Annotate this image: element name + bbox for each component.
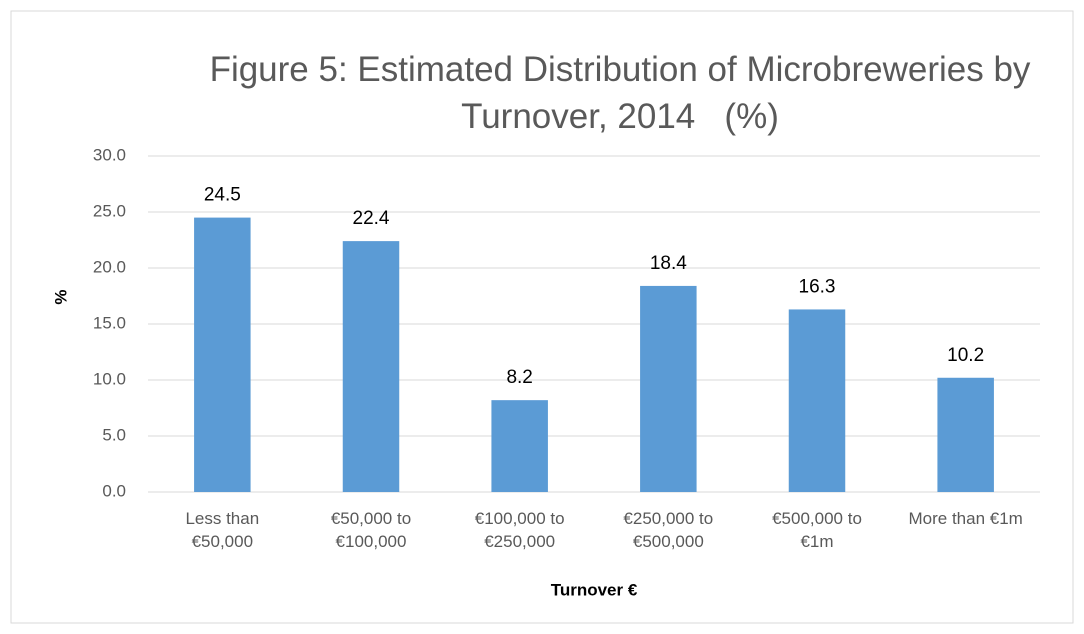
bar bbox=[640, 285, 697, 492]
bar bbox=[342, 241, 400, 492]
y-tick-label: 30.0 bbox=[93, 145, 126, 164]
data-label: 10.2 bbox=[947, 345, 984, 366]
data-label: 24.5 bbox=[204, 185, 241, 206]
data-label: 16.3 bbox=[799, 276, 836, 297]
bar bbox=[194, 217, 251, 492]
bar bbox=[788, 309, 846, 492]
data-label: 8.2 bbox=[506, 367, 532, 388]
y-tick-label: 15.0 bbox=[93, 313, 126, 332]
x-tick-label: Less than €50,000 bbox=[185, 509, 260, 551]
x-tick-label: €50,000 to €100,000 bbox=[330, 509, 412, 551]
data-label: 22.4 bbox=[353, 208, 390, 229]
chart-title: Figure 5: Estimated Distribution of Micr… bbox=[209, 50, 1040, 136]
bar bbox=[937, 377, 994, 492]
bar bbox=[491, 400, 548, 492]
x-axis-title: Turnover € bbox=[551, 580, 638, 599]
x-tick-label: €100,000 to €250,000 bbox=[474, 509, 565, 551]
chart-border bbox=[10, 10, 1074, 624]
y-tick-label: 0.0 bbox=[102, 481, 126, 500]
y-tick-label: 25.0 bbox=[93, 201, 126, 220]
x-tick-label: €250,000 to €500,000 bbox=[623, 509, 714, 551]
y-tick-label: 5.0 bbox=[102, 425, 126, 444]
data-label: 18.4 bbox=[650, 253, 687, 274]
y-axis-title: % bbox=[51, 289, 70, 304]
x-tick-label: More than €1m bbox=[908, 509, 1023, 528]
y-tick-label: 20.0 bbox=[93, 257, 126, 276]
x-tick-label: €500,000 to €1m bbox=[772, 509, 862, 551]
y-tick-label: 10.0 bbox=[93, 369, 126, 388]
